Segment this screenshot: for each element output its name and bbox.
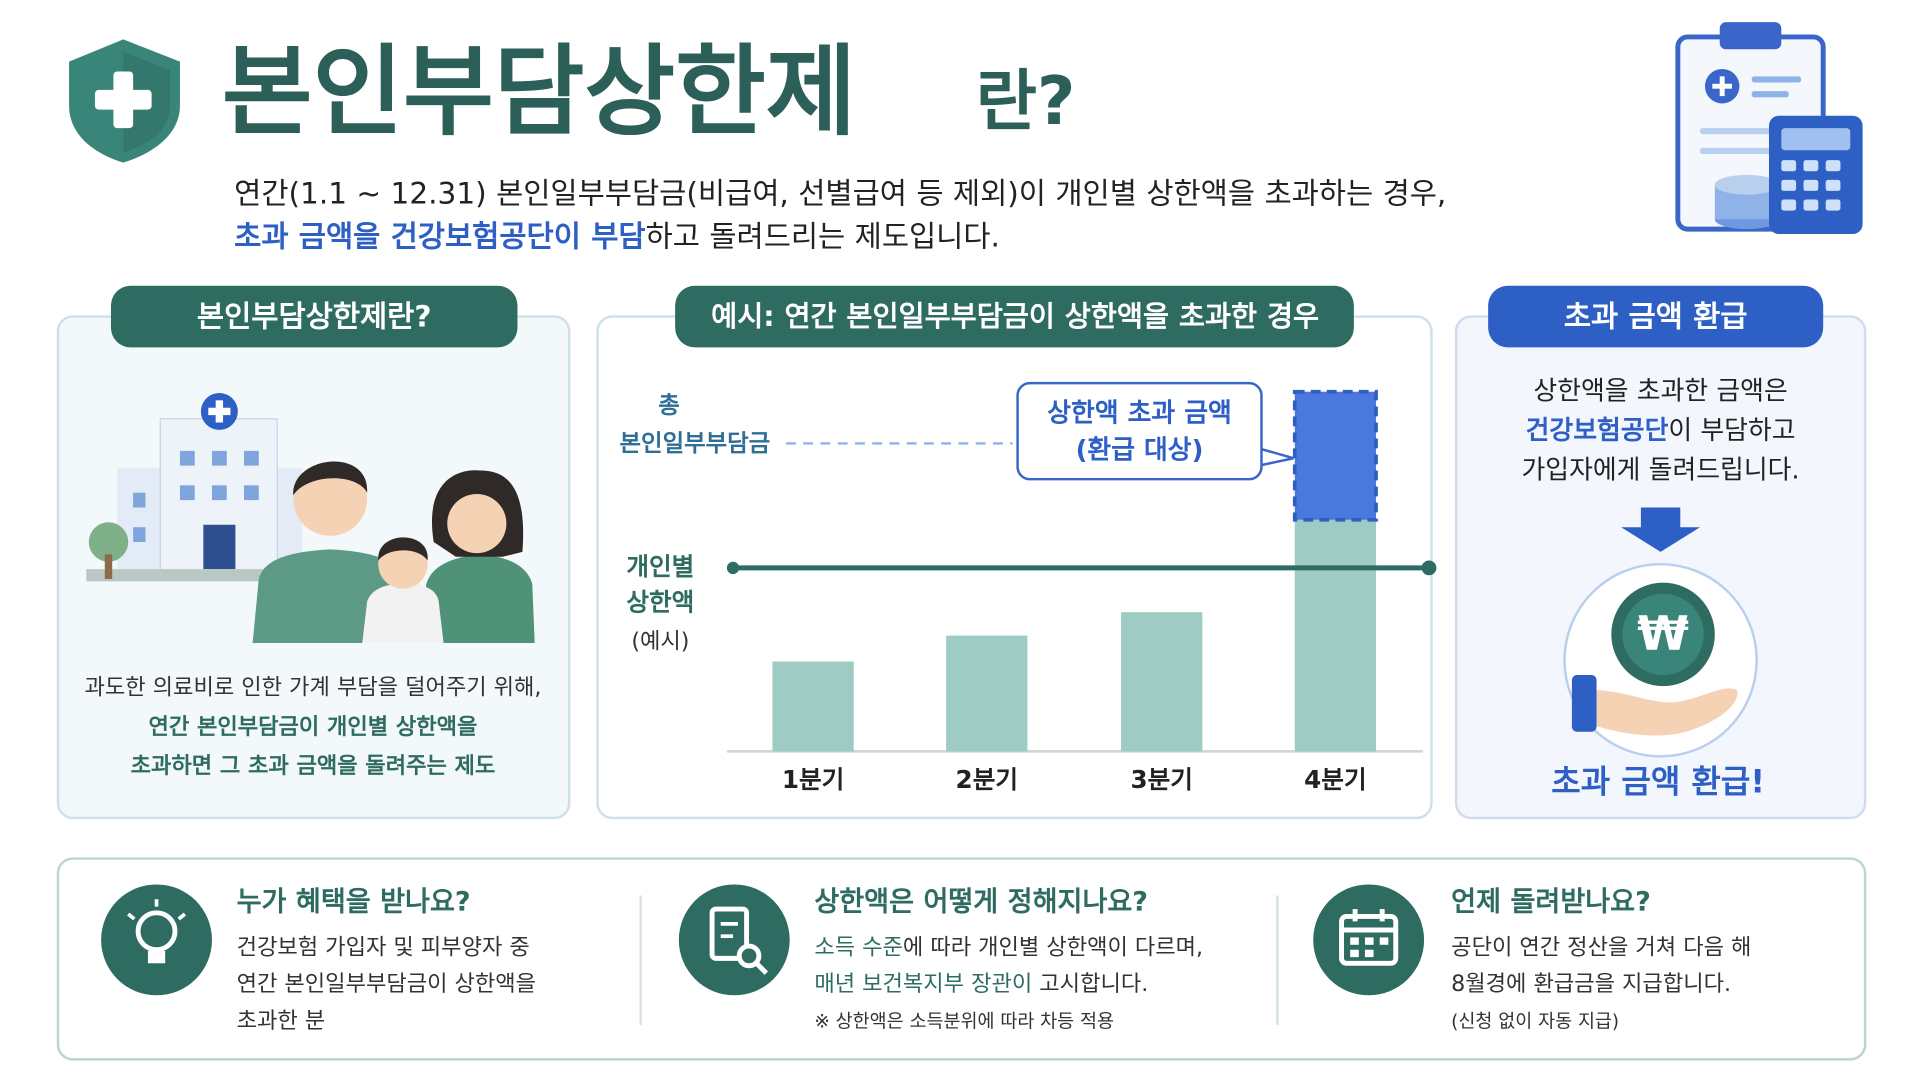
info-desc: 공단이 연간 정산을 거쳐 다음 해 [1451,934,1751,960]
highlight-text: 초과 금액을 건강보험공단이 부담 [234,219,645,253]
bar [1294,519,1377,752]
header-desc: 연간(1.1 ~ 12.31) 본인일부부담금(비급여, 선별급여 등 제외)이… [234,176,1446,210]
chart-heading: 예시: 연간 본인일부부담금이 상한액을 초과한 경우 [711,300,1319,333]
limit-label: 개인별 [626,552,694,581]
body-text: 공단이 연간 정산을 거쳐 다음 해 [1451,934,1751,960]
body-text: 연간 본인일부부담금이 상한액을 [237,971,536,997]
left-heading-pill [110,285,518,348]
limit-label: (예시) [631,628,689,654]
total-label: 총 [658,391,680,419]
left-desc: 초과하면 그 초과 금액을 돌려주는 제도 [131,753,496,779]
body-text: 가입자에게 돌려드립니다. [1522,455,1800,485]
info-note: (신청 없이 자동 지급) [1451,1011,1619,1032]
down-arrow [1621,507,1701,552]
highlight-text: 연간 본인부담금이 개인별 상한액을 [149,713,478,739]
left-heading: 본인부담상한제란? [197,299,432,333]
total-label: 본인일부부담금 [620,429,771,457]
sleeve [1571,675,1597,732]
limit-line-end [1421,560,1437,576]
calendar-icon [1313,884,1425,996]
highlight-text: 건강보험공단 [1526,416,1669,446]
callout-text: 상한액 초과 금액 [1047,398,1232,428]
header-desc: 초과 금액을 건강보험공단이 부담하고 돌려드리는 제도입니다. [234,219,1000,253]
clipboard-icon [1675,22,1863,235]
body-text: 초과한 분 [237,1008,326,1034]
info-note: ※ 상한액은 소득분위에 따라 차등 적용 [814,1011,1114,1032]
highlight-text: 매년 보건복지부 장관이 [814,971,1032,997]
bulb-icon [101,884,212,996]
info-title: 상한액은 어떻게 정해지나요? [814,886,1148,917]
info-desc: 소득 수준에 따라 개인별 상한액이 다르며, [814,934,1203,960]
body-text: 과도한 의료비로 인한 가계 부담을 덜어주기 위해, [84,674,541,700]
title-suffix: 란? [976,62,1076,140]
info-desc: 연간 본인일부부담금이 상한액을 [237,971,536,997]
x-tick-label: 1분기 [782,765,844,794]
body-text: 이 부담하고 [1668,416,1795,446]
highlight-text: 초과하면 그 초과 금액을 돌려주는 제도 [131,753,496,779]
body-text: 에 따라 개인별 상한액이 다르며, [903,934,1203,960]
info-desc: 건강보험 가입자 및 피부양자 중 [237,934,530,960]
bar [1121,612,1203,752]
x-tick-label: 4분기 [1304,765,1366,794]
right-heading: 초과 금액 환급 [1564,299,1748,333]
x-tick-label: 2분기 [956,765,1018,794]
document-search-icon [678,884,790,996]
bar [772,661,854,752]
title-main: 본인부담상한제 [222,35,857,149]
hospital-family-illustration [86,392,535,644]
info-title: 누가 혜택을 받나요? [237,886,471,917]
callout-box [1016,381,1263,481]
bar-chart: 1분기 2분기 3분기 4분기 [726,389,1437,794]
chart-heading-pill [675,285,1354,348]
info-desc: 매년 보건복지부 장관이 고시합니다. [814,971,1148,997]
info-desc: 8월경에 환급금을 지급합니다. [1451,971,1731,997]
left-desc: 연간 본인부담금이 개인별 상한액을 [149,713,478,739]
right-desc: 건강보험공단이 부담하고 [1526,416,1796,446]
body-text: 하고 돌려드리는 제도입니다. [646,219,1000,253]
right-heading-pill [1488,285,1824,348]
info-desc: 초과한 분 [237,1008,326,1034]
bar [946,635,1028,752]
body-text: 연간(1.1 ~ 12.31) 본인일부부담금(비급여, 선별급여 등 제외)이… [234,176,1446,210]
right-footer: 초과 금액 환급! [1551,762,1765,800]
right-desc: 상한액을 초과한 금액은 [1533,376,1787,406]
highlight-text: 소득 수준 [814,934,903,960]
limit-line-end [726,561,740,575]
body-text: 고시합니다. [1032,971,1148,997]
body-text: 8월경에 환급금을 지급합니다. [1451,971,1731,997]
coin-symbol: ₩ [1637,607,1689,661]
left-desc: 과도한 의료비로 인한 가계 부담을 덜어주기 위해, [84,674,541,700]
bar [1292,389,1378,522]
callout-text: (환급 대상) [1076,435,1204,465]
info-title: 언제 돌려받나요? [1451,886,1651,917]
hand [1589,688,1738,736]
x-tick-label: 3분기 [1130,765,1192,794]
body-text: 상한액을 초과한 금액은 [1533,376,1787,406]
limit-label: 상한액 [626,588,694,617]
shield-icon [69,39,180,163]
body-text: 건강보험 가입자 및 피부양자 중 [237,934,530,960]
coin-inner [1622,593,1704,676]
right-desc: 가입자에게 돌려드립니다. [1522,455,1800,485]
